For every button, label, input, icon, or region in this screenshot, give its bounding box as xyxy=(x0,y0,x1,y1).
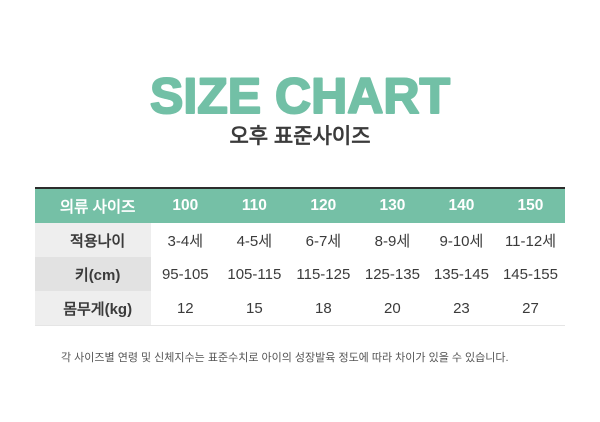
svg-text:SIZE CHART: SIZE CHART xyxy=(150,68,450,124)
